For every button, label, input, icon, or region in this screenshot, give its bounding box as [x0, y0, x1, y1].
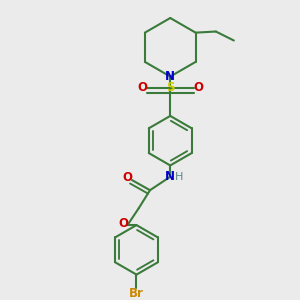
- Text: N: N: [165, 70, 175, 83]
- Text: O: O: [137, 81, 147, 94]
- Text: H: H: [175, 172, 183, 182]
- Text: O: O: [118, 218, 128, 230]
- Text: Br: Br: [129, 287, 144, 300]
- Text: S: S: [166, 81, 175, 94]
- Text: N: N: [165, 170, 175, 183]
- Text: O: O: [194, 81, 203, 94]
- Text: O: O: [122, 171, 133, 184]
